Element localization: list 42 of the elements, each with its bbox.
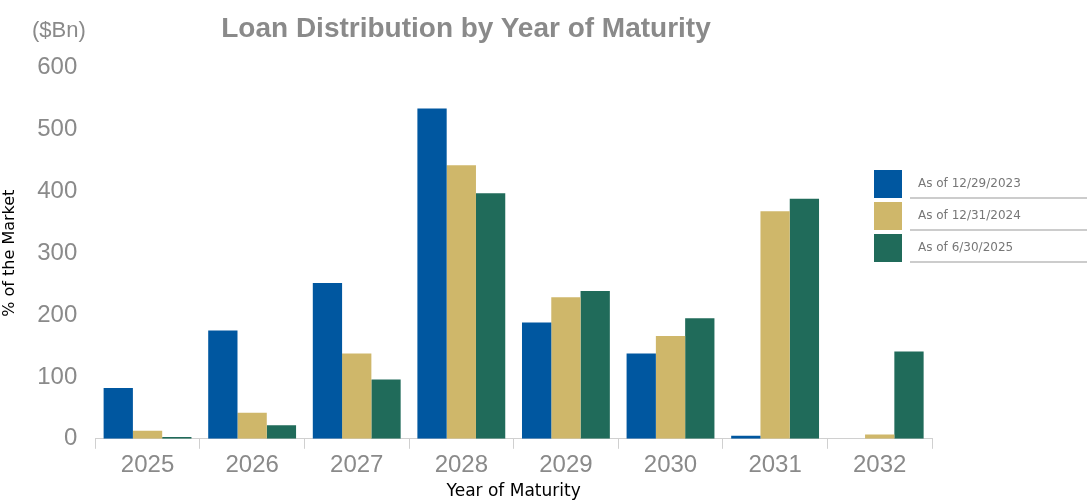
- bar: [342, 353, 372, 439]
- bar: [208, 330, 238, 439]
- bar: [865, 434, 895, 439]
- bar: [685, 318, 715, 439]
- bar: [417, 108, 447, 439]
- y-tick-label: 500: [37, 114, 78, 142]
- y-tick-label: 400: [37, 175, 78, 203]
- x-tick-label: 2031: [748, 449, 802, 477]
- y-axis-title: % of the Market: [0, 189, 18, 317]
- bar: [103, 388, 133, 439]
- bar: [655, 336, 686, 439]
- bar: [894, 351, 924, 439]
- bar: [551, 297, 581, 439]
- bar: [580, 290, 610, 439]
- text: ($Bn): [32, 17, 86, 43]
- x-tick-label: 2028: [434, 449, 489, 477]
- y-tick-label: 100: [37, 361, 78, 389]
- bar: [446, 165, 476, 439]
- y-tick-label: 600: [37, 52, 78, 80]
- x-tick-label: 2030: [643, 449, 698, 477]
- x-axis-title: Year of Maturity: [445, 480, 581, 501]
- x-tick-label: 2029: [539, 449, 593, 477]
- x-tick-label: 2025: [120, 449, 175, 477]
- x-tick-label: 2026: [225, 449, 279, 477]
- bar: [760, 211, 790, 439]
- x-tick-label: 2027: [330, 449, 384, 477]
- y-tick-label: 0: [63, 423, 78, 451]
- legend-label: As of 12/31/2024: [910, 201, 1087, 231]
- y-tick-label: 200: [37, 299, 78, 327]
- y-tick-label: 300: [37, 237, 78, 265]
- legend-label: As of 6/30/2025: [910, 233, 1087, 263]
- bar: [475, 193, 506, 439]
- bar: [237, 412, 267, 439]
- bar: [371, 379, 401, 439]
- bar: [521, 322, 552, 439]
- bar: [626, 353, 656, 439]
- bar: [266, 425, 297, 439]
- x-tick-label: 2032: [853, 449, 907, 477]
- bar: [312, 282, 343, 439]
- legend-label: As of 12/29/2023: [910, 169, 1087, 199]
- bar: [789, 198, 820, 439]
- chart-title: Loan Distribution by Year of Maturity: [221, 11, 712, 43]
